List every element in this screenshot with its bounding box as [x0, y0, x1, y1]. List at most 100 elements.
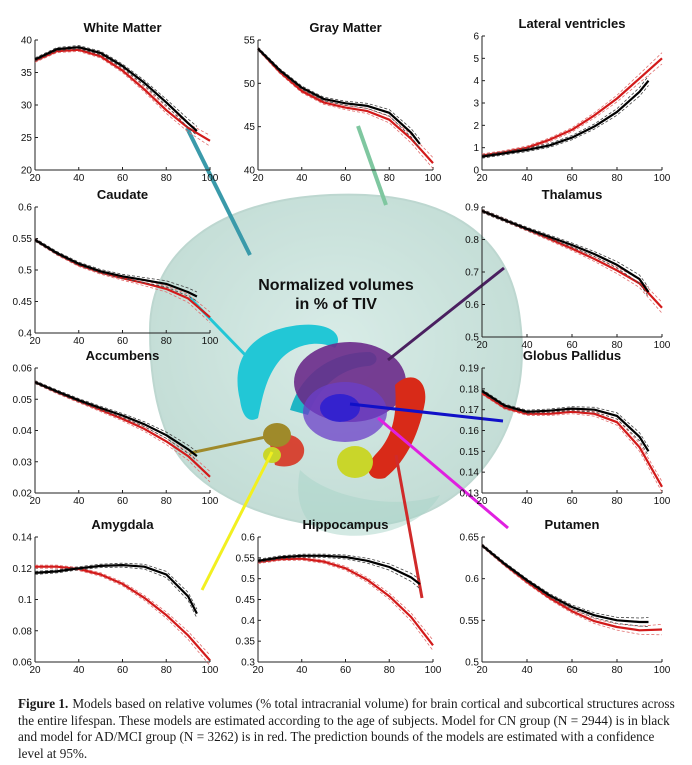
x-tick-label: 20 [476, 340, 488, 351]
y-tick-label: 0.15 [460, 447, 480, 458]
chart-title-accumbens: Accumbens [86, 348, 160, 363]
y-tick-label: 30 [21, 101, 33, 112]
x-tick-label: 80 [611, 665, 623, 676]
x-tick-label: 40 [73, 496, 85, 507]
y-tick-label: 0.6 [465, 300, 479, 311]
connector-accumbens [189, 432, 281, 455]
connector-putamen [377, 416, 509, 530]
y-tick-label: 40 [244, 166, 256, 177]
y-tick-label: 0.55 [460, 616, 480, 627]
y-tick-label: 0.14 [13, 533, 33, 544]
prediction-bound [481, 543, 649, 619]
x-tick-label: 60 [340, 665, 352, 676]
y-tick-label: 0.45 [236, 595, 256, 606]
x-tick-label: 20 [29, 496, 41, 507]
chart-globus-pallidus: Globus Pallidus 0.13 0.14 0.15 0.16 0.17 0.18 0… [460, 348, 671, 507]
connector-amygdala [200, 451, 274, 591]
y-tick-label: 0 [473, 166, 479, 177]
prediction-bound [34, 383, 198, 461]
y-tick-label: 0.55 [236, 553, 256, 564]
x-tick-label: 60 [117, 336, 129, 347]
x-tick-label: 40 [73, 173, 85, 184]
y-tick-label: 4 [473, 76, 479, 87]
x-tick-label: 40 [73, 336, 85, 347]
y-tick-label: 0.19 [460, 364, 480, 375]
prediction-bound [34, 240, 211, 323]
x-tick-label: 60 [566, 340, 578, 351]
prediction-bound [481, 543, 663, 627]
y-tick-label: 50 [244, 79, 256, 90]
series-line-cn [257, 554, 421, 585]
prediction-bound [481, 391, 663, 482]
y-tick-label: 0.6 [18, 203, 32, 214]
x-tick-label: 100 [654, 340, 671, 351]
series-line-ad-mci [34, 48, 211, 142]
x-tick-label: 60 [117, 173, 129, 184]
y-tick-label: 25 [21, 133, 33, 144]
x-tick-label: 60 [566, 665, 578, 676]
x-tick-label: 60 [117, 496, 129, 507]
x-tick-label: 60 [340, 173, 352, 184]
series-line-cn [481, 80, 650, 158]
chart-title-hippocampus: Hippocampus [303, 517, 389, 532]
prediction-bound [34, 45, 198, 127]
prediction-bound [34, 240, 198, 302]
connector-thalamus [387, 266, 505, 362]
prediction-bound [481, 389, 649, 448]
connector-gray-matter [356, 125, 388, 206]
y-tick-label: 6 [473, 32, 479, 43]
chart-accumbens: Accumbens 0.02 0.03 0.04 0.05 0.06 20 40 60 80 100 [13, 348, 219, 507]
prediction-bound [257, 46, 421, 140]
globus-pallidus-structure [320, 394, 360, 422]
chart-lateral-ventricles: Lateral ventricles 0 1 2 3 4 5 6 20 40 60 80 100 [473, 16, 670, 184]
x-tick-label: 40 [521, 496, 533, 507]
series-line-ad-mci [257, 557, 434, 646]
y-tick-label: 35 [21, 68, 33, 79]
chart-title-lateral-ventricles: Lateral ventricles [519, 16, 626, 31]
y-tick-label: 0.13 [460, 489, 480, 500]
prediction-bound [34, 562, 198, 610]
y-tick-label: 0.9 [465, 203, 479, 214]
y-tick-label: 0.7 [465, 268, 479, 279]
series-line-cn [34, 563, 198, 615]
series-line-cn [481, 209, 650, 293]
center-title-line-1: Normalized volumes [258, 277, 414, 294]
x-tick-label: 80 [611, 173, 623, 184]
connector-white-matter [185, 127, 252, 256]
y-tick-label: 5 [473, 54, 479, 65]
x-tick-label: 80 [611, 340, 623, 351]
chart-title-amygdala: Amygdala [91, 517, 154, 532]
x-tick-label: 100 [202, 496, 219, 507]
x-tick-label: 80 [161, 336, 173, 347]
y-tick-label: 0.18 [460, 384, 480, 395]
chart-title-caudate: Caudate [97, 187, 148, 202]
y-tick-label: 0.03 [13, 457, 33, 468]
prediction-bound [34, 48, 198, 136]
center-title-line-2: in % of TIV [295, 296, 377, 313]
x-tick-label: 60 [566, 173, 578, 184]
x-tick-label: 40 [521, 665, 533, 676]
chart-title-globus-pallidus: Globus Pallidus [523, 348, 621, 363]
y-tick-label: 0.14 [460, 468, 480, 479]
y-tick-label: 0.65 [460, 533, 480, 544]
caudate-structure [237, 324, 339, 420]
y-tick-label: 0.06 [13, 658, 33, 669]
prediction-bound [34, 383, 211, 483]
y-tick-label: 45 [244, 122, 256, 133]
x-tick-label: 20 [29, 665, 41, 676]
y-tick-label: 0.1 [18, 595, 32, 606]
figure-caption: Figure 1. Models based on relative volume… [18, 696, 678, 762]
y-tick-label: 0.4 [18, 329, 32, 340]
connector-globus-pallidus [349, 402, 504, 423]
series-line-cn [34, 238, 198, 298]
x-tick-label: 100 [425, 665, 442, 676]
y-tick-label: 0.16 [460, 426, 480, 437]
y-tick-label: 0.12 [13, 564, 33, 575]
chart-hippocampus: Hippocampus 0.3 0.35 0.4 0.45 0.5 0.55 0.6 20 40 6… [236, 517, 442, 676]
y-tick-label: 3 [473, 99, 479, 110]
series-line-ad-mci [481, 544, 663, 632]
y-tick-label: 0.35 [236, 637, 256, 648]
series-line-cn [481, 544, 649, 624]
prediction-bound [481, 546, 649, 627]
